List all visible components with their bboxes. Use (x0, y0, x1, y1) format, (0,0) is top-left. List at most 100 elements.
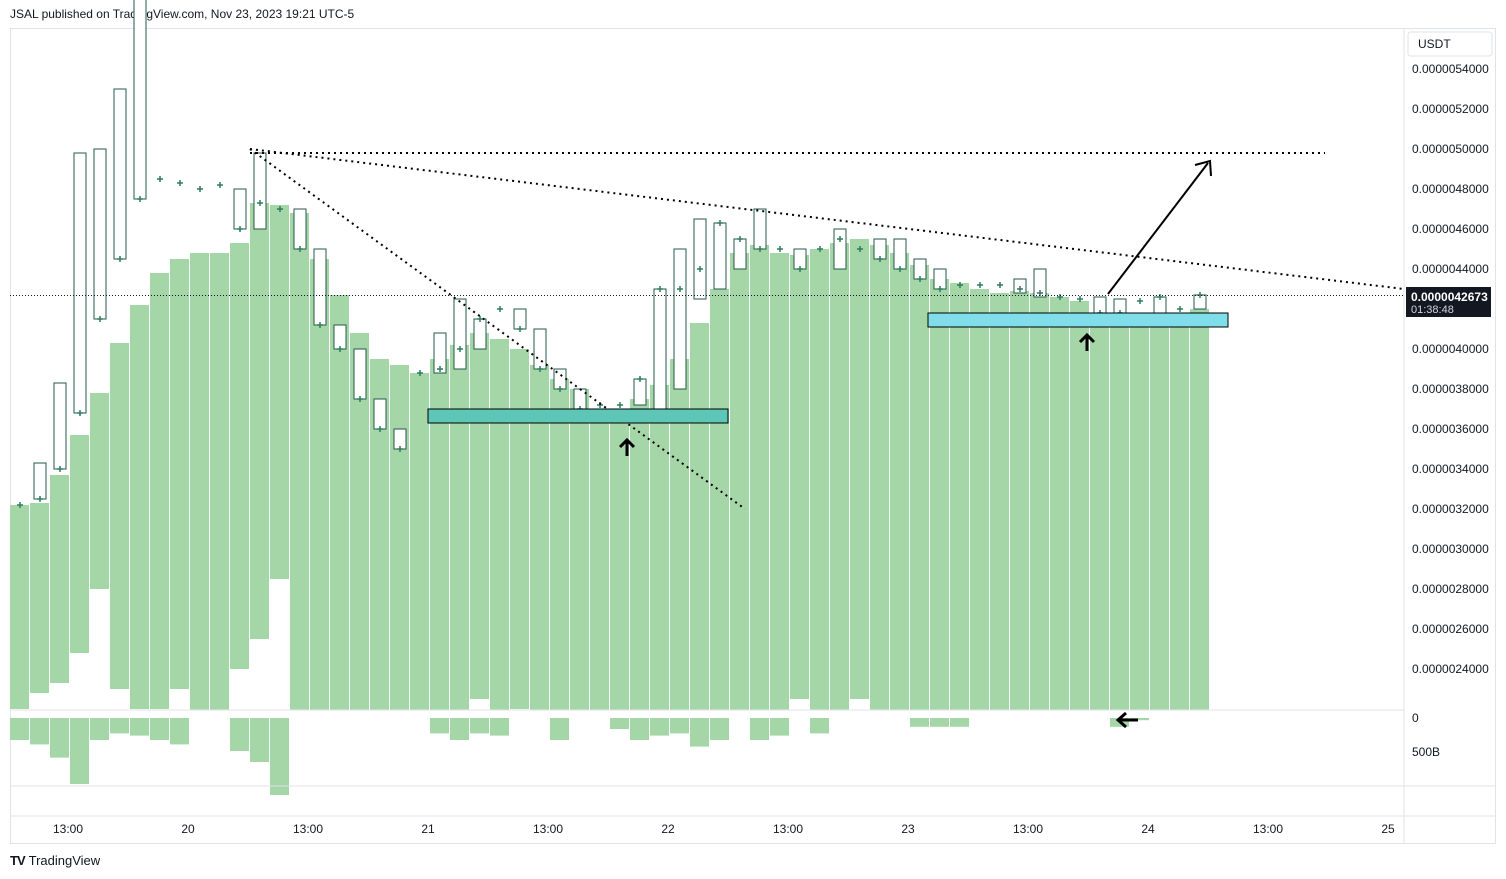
time-label: 20 (181, 822, 195, 836)
candle-body (633, 378, 647, 406)
volume-bar (430, 718, 449, 734)
column-bar (550, 379, 569, 710)
volume-bar (750, 718, 769, 740)
last-price-value: 0.0000042673 (1411, 290, 1488, 304)
price-tick: 0.0000040000 (1412, 342, 1489, 356)
column-bar (190, 253, 209, 710)
column-bar (1110, 319, 1129, 710)
candle-body (373, 398, 387, 430)
candle-body (473, 318, 487, 350)
column-bar (1150, 319, 1169, 710)
price-tick: 0.0000052000 (1412, 102, 1489, 116)
candle-body (713, 222, 727, 290)
currency-box[interactable] (1407, 31, 1493, 57)
time-label: 13:00 (1253, 822, 1283, 836)
column-gap (70, 653, 89, 710)
column-bar (570, 389, 589, 710)
volume-bar (710, 718, 729, 740)
candle-body (733, 238, 747, 270)
time-label: 13:00 (773, 822, 803, 836)
candle-body (533, 328, 547, 370)
volume-bar (550, 718, 569, 740)
column-bar (930, 279, 949, 710)
candle-body (353, 348, 367, 400)
column-bar (430, 359, 449, 710)
candle-body (893, 238, 907, 270)
target-arrow-icon (1107, 162, 1209, 295)
candlesticks (17, 0, 1207, 508)
volume-bar (950, 718, 969, 727)
column-bar (10, 505, 29, 710)
column-bar (490, 339, 509, 710)
volume-bar (470, 718, 489, 734)
column-bar (950, 283, 969, 710)
price-tick: 0.0000034000 (1412, 462, 1489, 476)
column-bar (750, 245, 769, 710)
target-arrow-icon (1194, 159, 1212, 177)
candle-body (33, 462, 47, 500)
candle-body (233, 188, 247, 230)
column-bar (670, 359, 689, 710)
column-bar (770, 253, 789, 710)
candle-body (313, 248, 327, 326)
time-label: 13:00 (1013, 822, 1043, 836)
column-bar (990, 293, 1009, 710)
column-gap (110, 689, 129, 710)
column-gap (230, 669, 249, 710)
time-label: 13:00 (293, 822, 323, 836)
price-tick: 0.0000026000 (1412, 622, 1489, 636)
column-bar (650, 385, 669, 710)
volume-bar (610, 718, 629, 729)
column-gap (90, 589, 109, 710)
volume-bar (450, 718, 469, 740)
price-tick: 0.0000024000 (1412, 662, 1489, 676)
drawings (10, 148, 1405, 729)
volume-bar (110, 718, 129, 734)
candle-body (753, 208, 767, 250)
volume-bar (810, 718, 829, 734)
candle-body (833, 228, 847, 270)
column-bar (50, 475, 69, 710)
column-bar (850, 239, 869, 710)
footer-brand[interactable]: TV TradingView (10, 853, 100, 868)
volume-bar (1130, 718, 1149, 721)
currency-label: USDT (1418, 37, 1451, 51)
column-bar (370, 359, 389, 710)
volume-bar (70, 718, 89, 784)
candle-body (293, 208, 307, 250)
column-bar (1030, 293, 1049, 710)
price-tick: 0.0000044000 (1412, 262, 1489, 276)
column-bar (970, 289, 989, 710)
left-arrow-icon (1115, 711, 1127, 729)
column-bar (590, 409, 609, 710)
time-label: 21 (421, 822, 435, 836)
volume-bar (690, 718, 709, 747)
price-tick: 0.0000054000 (1412, 62, 1489, 76)
column-bar (530, 365, 549, 710)
column-bar (1130, 325, 1149, 710)
column-gap (30, 693, 49, 710)
up-arrow-icon (618, 437, 636, 449)
time-label: 25 (1381, 822, 1395, 836)
price-tick: 0.0000030000 (1412, 542, 1489, 556)
price-tick: 0.0000032000 (1412, 502, 1489, 516)
price-axis-ticks: 0.0000054000 0.0000052000 0.0000050000 0.00… (1412, 62, 1489, 676)
volume-bars (10, 718, 1149, 795)
candle-body (653, 288, 667, 410)
column-gap (250, 639, 269, 710)
column-gap (850, 699, 869, 710)
publish-info: JSAL published on TradingView.com, Nov 2… (10, 7, 355, 21)
time-label: 13:00 (533, 822, 563, 836)
volume-bar (930, 718, 949, 727)
volume-bar (90, 718, 109, 740)
volume-bar (630, 718, 649, 740)
price-tick: 0.0000036000 (1412, 422, 1489, 436)
column-bar (1010, 291, 1029, 710)
column-bar (450, 345, 469, 710)
column-bar (330, 295, 349, 710)
volume-bar (10, 718, 29, 740)
support-zone-1 (427, 408, 729, 424)
steep-trendline (249, 148, 746, 510)
time-label: 23 (901, 822, 915, 836)
